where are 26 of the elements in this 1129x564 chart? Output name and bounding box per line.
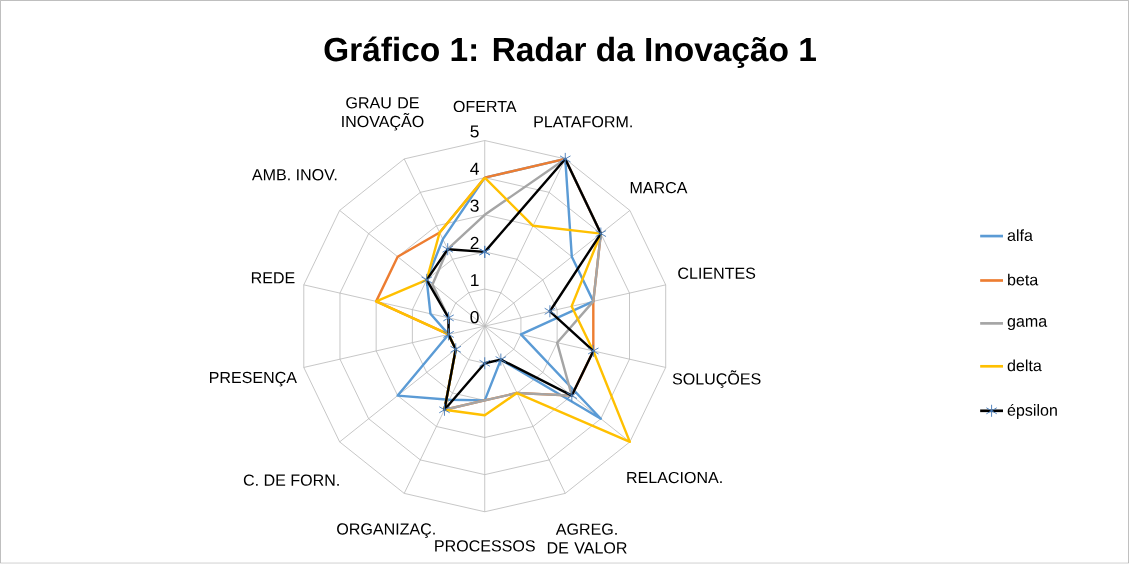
spoke-label: SOLUÇÕES: [672, 370, 761, 389]
y-tick-label: 5: [470, 125, 479, 138]
legend-label: beta: [1008, 273, 1039, 286]
spoke-label: C. DE FORN.: [243, 474, 339, 486]
spoke-label: MARCA: [630, 182, 688, 194]
y-tick-label: 4: [470, 162, 479, 175]
spoke-label: PLATAFORM.: [534, 116, 632, 128]
chart-title: Gráfico 1: Radar da Inovação 1: [324, 36, 816, 69]
legend-label: alfa: [1007, 229, 1033, 242]
spoke-label: AGREG. DE VALOR: [547, 523, 627, 554]
spoke-label: GRAU DE INOVAÇÃO: [342, 97, 424, 131]
y-tick-label: 0: [470, 311, 479, 324]
spoke-label: REDE: [251, 272, 295, 284]
spoke-label: AMB. INOV.: [251, 169, 337, 181]
y-tick-label: 2: [470, 237, 479, 250]
spoke-label: OFERTA: [453, 100, 517, 113]
spoke-label: PROCESSOS: [435, 540, 535, 552]
spoke-label: RELACIONA.: [627, 472, 722, 484]
y-tick-label: 1: [471, 274, 479, 287]
spoke-label: CLIENTES: [678, 267, 756, 280]
y-tick-label: 3: [470, 199, 479, 213]
legend-label: épsilon: [1007, 404, 1057, 420]
legend-label: gama: [1007, 318, 1048, 331]
legend-label: delta: [1007, 359, 1042, 372]
spoke-label: PRESENÇA: [210, 371, 297, 387]
spoke-label: ORGANIZAÇ.: [337, 523, 435, 539]
